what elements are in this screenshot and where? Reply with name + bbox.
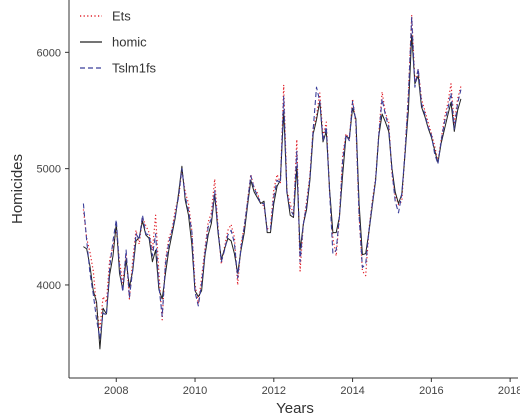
y-tick-label: 5000 [37, 164, 61, 176]
y-tick-label: 6000 [37, 47, 61, 59]
legend: Ets homic Tslm1fs [80, 9, 157, 76]
y-axis-title: Homicides [9, 154, 26, 224]
legend-label-ets: Ets [112, 9, 131, 24]
x-tick-label: 2008 [104, 385, 128, 397]
x-tick-label: 2018 [498, 385, 520, 397]
series-line-ets [82, 14, 462, 330]
axes [68, 0, 518, 379]
x-tick-label: 2016 [419, 385, 443, 397]
axis-ticks: 2008 2010 2012 2014 2016 2018 4000 5000 6000 [37, 47, 520, 397]
series-layer [82, 14, 462, 350]
x-axis-title: Years [276, 400, 314, 415]
legend-label-tslm1fs: Tslm1fs [112, 61, 157, 76]
x-tick-label: 2014 [340, 385, 364, 397]
x-tick-label: 2010 [183, 385, 207, 397]
x-tick-label: 2012 [262, 385, 286, 397]
y-tick-label: 4000 [37, 280, 61, 292]
legend-label-homic: homic [112, 35, 147, 50]
series-line-homic [83, 34, 462, 350]
series-line-tslm1fs [82, 16, 462, 340]
